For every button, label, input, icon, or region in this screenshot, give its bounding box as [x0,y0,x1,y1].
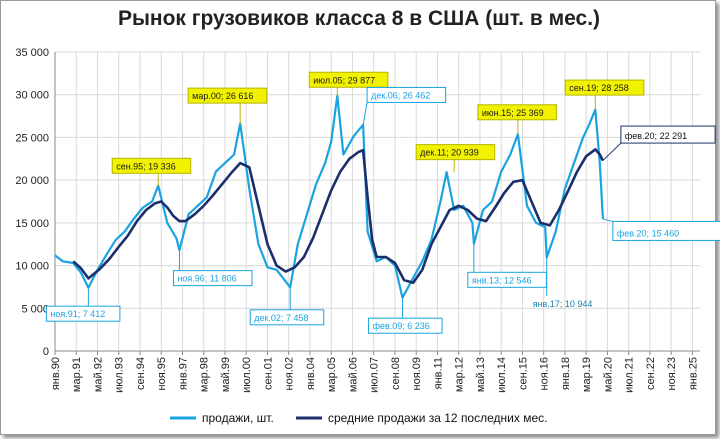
x-tick-label: май.06 [347,357,359,392]
y-tick-label: 25 000 [15,132,49,144]
x-tick-label: сен.15 [517,357,529,390]
x-tick-label: мар.12 [454,357,466,392]
x-tick-label: янв.97 [177,357,189,390]
y-tick-label: 0 [43,346,49,358]
annotation-label: июн.15; 25 369 [482,108,544,118]
annotation-box [249,309,325,326]
x-tick-label: ноя.95 [156,357,168,390]
x-tick-label: сен.94 [135,357,147,390]
annotation-label: дек.02; 7 458 [254,313,308,323]
annotation-box [620,125,716,144]
annotation-leader [362,102,368,126]
annotation-box [415,144,496,161]
annotation-label: сен.95; 19 336 [116,161,176,171]
x-tick-label: янв.25 [687,357,699,390]
legend-label-sales: продажи, шт. [202,411,274,425]
annotation-label: фев.20; 15 460 [617,228,679,238]
annotation-label: фев.20; 22 291 [625,131,687,141]
x-tick-label: июл.21 [624,357,636,393]
annotations: ноя.91; 7 412 сен.95; 19 336 ноя.96; 11 80… [45,71,720,334]
x-tick-label: мар.91 [71,357,83,392]
x-tick-label: июл.93 [114,357,126,393]
annotation-box [368,317,443,334]
x-axis: янв.90 мар.91 май.92 июл.93 сен.94 ноя.95 янв.… [50,351,699,393]
annotation-box [477,104,557,121]
y-tick-label: 5 000 [21,303,49,315]
annotation-box [172,270,253,287]
annotation-label: фев.09; 6 236 [373,321,430,331]
annotation-leader [602,142,622,161]
x-tick-label: сен.22 [645,357,657,390]
y-tick-label: 35 000 [15,47,49,59]
annotation-box [308,71,389,88]
y-tick-label: 20 000 [15,175,49,187]
annotation-label: июл.05; 29 877 [313,75,375,85]
x-tick-label: ноя.16 [539,357,551,390]
y-axis: 0 5 000 10 000 15 000 20 000 25 000 30 000 35 0… [15,47,49,358]
annotation-box [366,86,447,103]
annotation-label: янв.13; 12 546 [472,275,532,285]
x-tick-label: июл.00 [241,357,253,393]
x-tick-label: янв.11 [432,357,444,389]
x-tick-label: сен.01 [262,357,274,390]
x-tick-label: янв.18 [560,357,572,390]
legend-label-avg: средние продажи за 12 последних мес. [328,411,547,425]
x-tick-label: май.92 [92,357,104,392]
annotation-label: мар.00; 26 616 [192,91,253,101]
x-tick-label: мар.05 [326,357,338,392]
legend: продажи, шт. средние продажи за 12 послед… [170,411,547,425]
x-tick-label: ноя.23 [666,357,678,390]
annotation-box [45,305,121,322]
x-tick-label: июл.07 [369,357,381,393]
chart-title: Рынок грузовиков класса 8 в США (шт. в м… [117,7,601,30]
annotation-box [187,87,268,104]
annotation-box [111,157,192,174]
series-avg-line [72,148,605,285]
annotation-label: ноя.91; 7 412 [50,309,105,319]
y-tick-label: 10 000 [15,261,49,273]
annotation-leader [602,218,613,222]
annotation-label: янв.17; 10 944 [533,299,593,309]
x-tick-label: мар.19 [581,357,593,392]
annotation-label: сен.19; 28 258 [569,83,629,93]
annotation-label: ноя.96; 11 806 [177,274,236,284]
annotation-box [612,220,720,241]
annotation-label: дек.06; 26 462 [371,90,430,100]
x-tick-label: июл.14 [496,357,508,393]
x-tick-label: мар.98 [199,357,211,392]
x-tick-label: сен.08 [390,357,402,390]
x-tick-label: май.13 [475,357,487,392]
y-tick-label: 30 000 [15,90,49,102]
x-tick-label: янв.90 [50,357,62,390]
annotation-label: дек.11; 20 939 [420,148,479,158]
x-tick-label: янв.04 [305,357,317,390]
x-tick-label: май.20 [602,357,614,392]
x-tick-label: май.99 [220,357,232,392]
x-tick-label: ноя.02 [284,357,296,390]
series-lines [54,94,605,299]
y-tick-label: 15 000 [15,218,49,230]
series-sales-line [54,94,604,299]
x-tick-label: ноя.09 [411,357,423,390]
annotation-box [564,79,645,96]
